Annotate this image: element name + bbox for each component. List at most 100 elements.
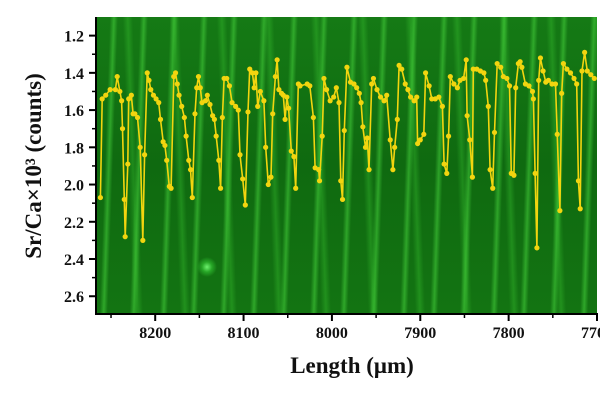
data-point [103, 92, 109, 98]
data-point [369, 81, 375, 87]
data-point [575, 178, 582, 184]
data-point [270, 111, 276, 117]
data-point [204, 92, 210, 98]
data-point [179, 103, 185, 109]
data-point [460, 75, 467, 82]
data-point [216, 157, 222, 163]
data-point [554, 131, 560, 137]
data-point [224, 75, 230, 82]
data-point [445, 133, 452, 139]
data-point [272, 73, 278, 80]
data-point [407, 94, 414, 100]
data-point [529, 88, 536, 95]
data-point [141, 152, 148, 158]
data-point [490, 185, 496, 191]
data-point [358, 100, 364, 106]
x-tick-label: 8200 [139, 325, 171, 342]
x-tick-label: 7900 [404, 325, 436, 342]
data-point [117, 88, 123, 95]
data-point [284, 94, 290, 100]
data-point [390, 167, 396, 173]
ticks: 1.2 1.4 1.6 1.8 2.0 2.2 2.4 2.6 8200 8100 8000 7900… [64, 29, 600, 342]
data-point [579, 68, 585, 74]
data-point [341, 127, 347, 134]
data-point [144, 70, 150, 76]
data-point [354, 85, 360, 91]
data-point [487, 167, 493, 173]
data-point [321, 75, 327, 82]
data-point [540, 68, 546, 74]
data-point [274, 57, 280, 63]
data-point [122, 234, 128, 240]
data-point [504, 75, 510, 82]
y-tick-label: 2.6 [64, 289, 84, 306]
data-point [366, 167, 372, 173]
data-point [333, 85, 339, 91]
data-point [351, 81, 357, 87]
data-point [183, 133, 189, 139]
data-point [257, 88, 263, 95]
data-point [444, 170, 450, 176]
data-point [307, 83, 313, 89]
data-point [422, 70, 429, 76]
data-point [112, 87, 119, 93]
data-point [564, 66, 570, 72]
data-point [148, 87, 154, 93]
data-point [582, 49, 588, 55]
data-point [441, 161, 447, 167]
data-point [588, 72, 594, 78]
data-point [384, 92, 390, 98]
data-point [356, 90, 362, 96]
data-point [414, 94, 420, 100]
data-point [402, 81, 408, 87]
data-point [276, 87, 282, 93]
x-tick-label: 7800 [493, 325, 525, 342]
data-point [119, 98, 125, 104]
data-point [268, 174, 274, 180]
data-point [134, 114, 141, 121]
data-point [176, 92, 182, 98]
y-axis-title: Sr/Ca×10³ (counts) [21, 73, 46, 258]
data-point [316, 178, 323, 184]
data-point [126, 96, 132, 102]
data-point [213, 133, 219, 139]
data-point [338, 178, 344, 184]
data-point [132, 111, 138, 117]
data-point [469, 174, 476, 180]
data-point [226, 83, 233, 89]
data-point [233, 103, 239, 109]
data-point [128, 92, 134, 98]
data-point [187, 167, 194, 173]
data-point [331, 94, 337, 100]
data-point [591, 75, 597, 82]
y-tick-label: 2.0 [64, 178, 84, 195]
data-point [494, 60, 500, 67]
data-point [97, 194, 104, 201]
data-point [439, 103, 445, 109]
data-point [392, 144, 398, 150]
data-point [511, 172, 517, 178]
data-point [519, 64, 525, 70]
data-point [517, 59, 523, 65]
data-point [195, 73, 202, 80]
x-tick-label: 8000 [316, 325, 348, 342]
data-point [344, 64, 350, 70]
data-point [261, 98, 267, 104]
data-point [506, 83, 513, 89]
data-point [387, 137, 393, 143]
data-point [172, 70, 179, 76]
data-point [467, 137, 473, 143]
data-point [526, 83, 532, 89]
data-point [310, 114, 316, 121]
data-point [530, 96, 536, 102]
data-point [229, 100, 235, 106]
data-point [219, 114, 225, 121]
data-point [574, 81, 580, 87]
data-point [207, 101, 213, 108]
data-point [293, 185, 299, 191]
data-point [251, 85, 257, 91]
data-point [99, 96, 105, 102]
data-point [247, 66, 253, 72]
y-tick-label: 1.8 [64, 140, 84, 157]
y-tick-label: 1.6 [64, 103, 84, 120]
